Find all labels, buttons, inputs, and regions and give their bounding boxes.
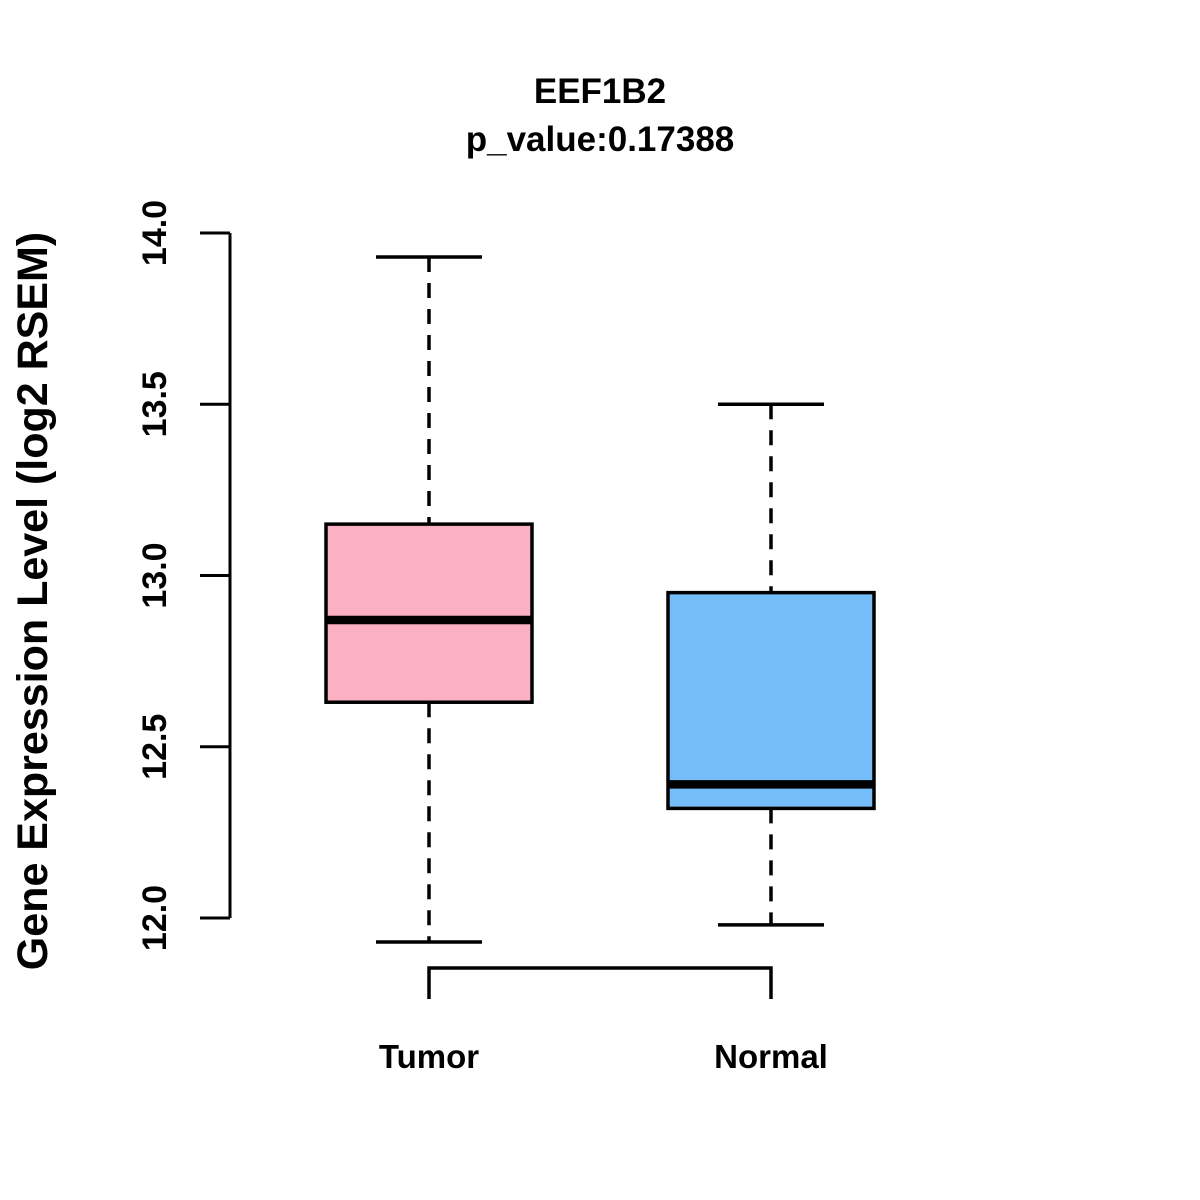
chart-title: EEF1B2 <box>533 72 667 111</box>
box-rect-tumor <box>324 522 534 704</box>
y-axis-tick-label: 14.0 <box>136 200 174 266</box>
y-axis-tick-label: 13.5 <box>136 371 174 437</box>
title-block: EEF1B2 p_value:0.17388 <box>0 68 1200 164</box>
comparison-bracket <box>427 966 773 999</box>
x-axis-label-tumor: Tumor <box>379 1038 479 1075</box>
y-axis-tick-label: 12.0 <box>136 885 174 951</box>
x-axis-label-normal: Normal <box>714 1038 828 1075</box>
y-axis-tick-label: 13.0 <box>136 542 174 608</box>
box-rect-normal <box>666 590 876 811</box>
y-axis-tick-label: 12.5 <box>136 714 174 780</box>
chart-subtitle: p_value:0.17388 <box>465 120 735 159</box>
